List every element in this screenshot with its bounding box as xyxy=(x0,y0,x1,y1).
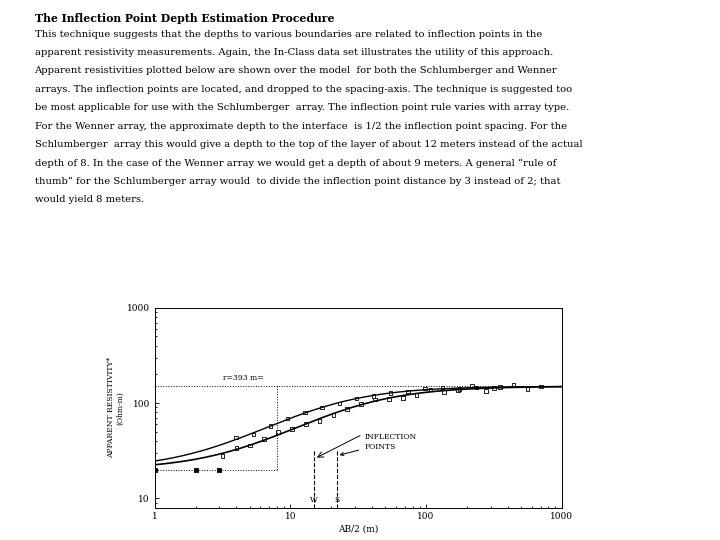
Point xyxy=(454,384,465,393)
Y-axis label: APPARENT RESISTIVITY*
(Ohm-m): APPARENT RESISTIVITY* (Ohm-m) xyxy=(107,357,124,458)
Point xyxy=(356,400,367,408)
Point xyxy=(245,441,256,450)
Point xyxy=(471,383,482,391)
Point xyxy=(425,385,436,394)
Point xyxy=(480,387,492,395)
Text: arrays. The inflection points are located, and dropped to the spacing-axis. The : arrays. The inflection points are locate… xyxy=(35,85,572,94)
Point xyxy=(419,384,431,393)
Point xyxy=(536,382,547,391)
Point xyxy=(333,400,345,408)
Point xyxy=(248,430,259,438)
Text: S: S xyxy=(334,496,339,504)
Text: apparent resistivity measurements. Again, the In-Class data set illustrates the : apparent resistivity measurements. Again… xyxy=(35,48,553,57)
Text: depth of 8. In the case of the Wenner array we would get a depth of about 9 mete: depth of 8. In the case of the Wenner ar… xyxy=(35,158,556,167)
Text: Apparent resistivities plotted below are shown over the model  for both the Schl: Apparent resistivities plotted below are… xyxy=(35,66,557,76)
Text: W: W xyxy=(310,496,318,504)
Point xyxy=(299,408,310,417)
Text: Schlumberger  array this would give a depth to the top of the layer of about 12 : Schlumberger array this would give a dep… xyxy=(35,140,582,149)
Point xyxy=(488,384,500,393)
Point xyxy=(272,428,284,436)
Point xyxy=(467,382,478,390)
Point xyxy=(230,443,242,452)
Point xyxy=(452,386,464,394)
Point xyxy=(385,389,397,397)
Point xyxy=(402,387,414,396)
Point xyxy=(438,388,450,396)
Point xyxy=(149,465,161,474)
Point xyxy=(411,390,423,399)
Point xyxy=(265,422,276,430)
Point xyxy=(258,435,270,443)
Point xyxy=(316,403,328,412)
Point xyxy=(494,383,505,391)
Text: For the Wenner array, the approximate depth to the interface  is 1/2 the inflect: For the Wenner array, the approximate de… xyxy=(35,122,567,131)
Text: be most applicable for use with the Schlumberger  array. The inflection point ru: be most applicable for use with the Schl… xyxy=(35,103,569,112)
Point xyxy=(341,404,353,413)
Point xyxy=(300,420,312,428)
Point xyxy=(522,384,534,393)
Text: This technique suggests that the depths to various boundaries are related to inf: This technique suggests that the depths … xyxy=(35,30,542,39)
Point xyxy=(508,381,519,389)
Point xyxy=(328,410,339,419)
Point xyxy=(230,434,242,442)
Text: The Inflection Point Depth Estimation Procedure: The Inflection Point Depth Estimation Pr… xyxy=(35,14,334,24)
Text: thumb” for the Schlumberger array would  to divide the inflection point distance: thumb” for the Schlumberger array would … xyxy=(35,177,560,186)
Point xyxy=(217,451,228,460)
Point xyxy=(397,394,408,402)
Point xyxy=(383,394,395,403)
Point xyxy=(369,395,381,404)
Point xyxy=(214,465,225,474)
Point xyxy=(282,414,294,423)
Point xyxy=(351,394,362,403)
Point xyxy=(436,383,448,392)
Text: r=393 m=: r=393 m= xyxy=(223,374,264,382)
Point xyxy=(286,425,297,434)
Text: INFLECTION
POINTS: INFLECTION POINTS xyxy=(341,434,416,456)
Point xyxy=(368,392,379,400)
X-axis label: AB/2 (m): AB/2 (m) xyxy=(338,524,379,533)
Point xyxy=(314,417,325,426)
Text: would yield 8 meters.: would yield 8 meters. xyxy=(35,195,144,204)
Point xyxy=(190,465,202,474)
